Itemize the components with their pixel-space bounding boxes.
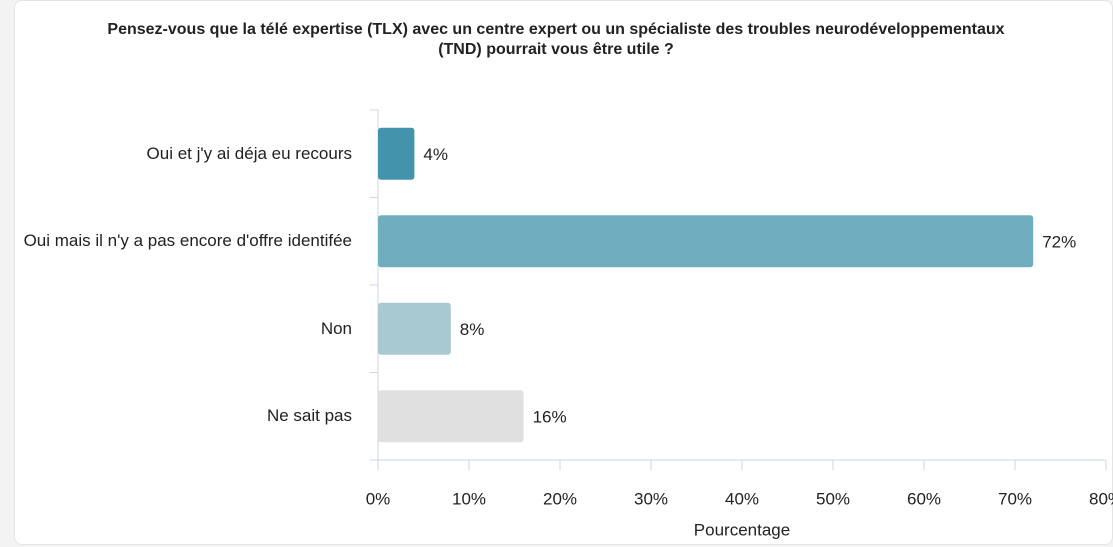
value-label: 16% [533,408,567,427]
value-label: 72% [1042,233,1076,252]
bar [378,302,451,355]
x-tick-label: 80% [1089,489,1113,508]
bar [378,215,1034,268]
x-tick-label: 0% [366,489,391,508]
y-tick-label: Non [320,318,352,338]
x-tick-label: 20% [543,489,577,508]
y-tick-label: Ne sait pas [266,406,352,426]
x-tick-label: 40% [725,489,759,508]
chart-title: Pensez-vous que la télé expertise (TLX) … [107,21,1005,58]
x-tick-label: 30% [634,489,668,508]
card [14,0,1113,545]
y-tick-label: Oui mais il n'y a pas encore d'offre ide… [23,231,352,251]
value-label: 4% [423,145,448,164]
x-tick-label: 60% [907,489,941,508]
y-tick-label: Oui et j'y ai déja eu recours [146,143,352,163]
bar [378,127,415,180]
x-tick-label: 70% [998,489,1032,508]
x-axis-label: Pourcentage [694,520,790,539]
x-tick-label: 50% [816,489,850,508]
x-tick-label: 10% [452,489,486,508]
bar [378,390,524,443]
value-label: 8% [460,320,485,339]
